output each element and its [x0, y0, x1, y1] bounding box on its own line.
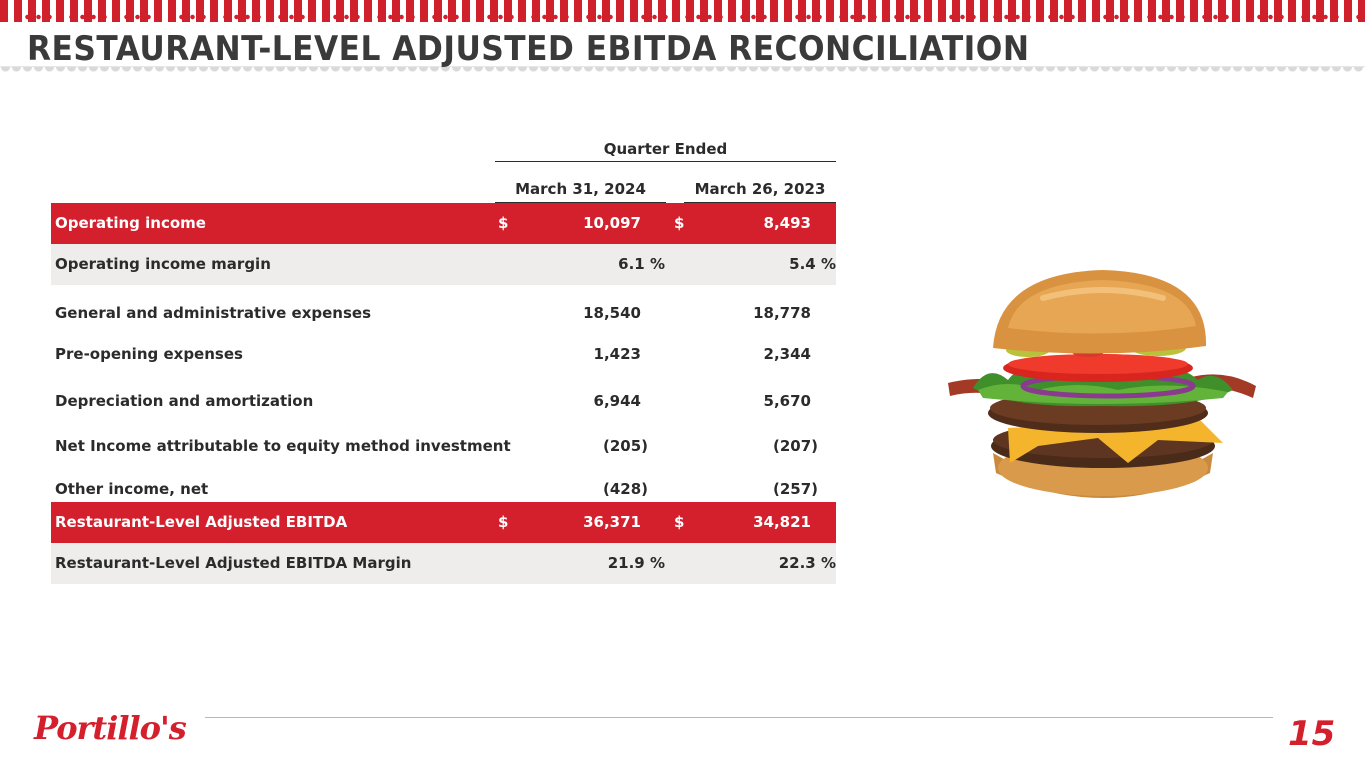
table-row: Other income, net (428) (257) [51, 469, 836, 510]
value-2024: (428) [602, 480, 648, 498]
table-row: Pre-opening expenses 1,423 2,344 [51, 334, 836, 375]
row-label: Pre-opening expenses [55, 345, 243, 363]
value-2024: 1,423 [593, 345, 641, 363]
value-2023: 22.3 % [778, 554, 836, 572]
value-2024: (205) [602, 437, 648, 455]
value-2024: 10,097 [583, 214, 641, 232]
column-header-2024: March 31, 2024 [495, 178, 666, 203]
value-2024: 21.9 % [607, 554, 665, 572]
table-row: Restaurant-Level Adjusted EBITDA $ 36,37… [51, 502, 836, 543]
value-2024: 6.1 % [618, 255, 665, 273]
value-2023: (207) [772, 437, 818, 455]
row-label: Depreciation and amortization [55, 392, 314, 410]
column-header-2023: March 26, 2023 [684, 178, 836, 203]
dollar-sign: $ [498, 214, 509, 232]
value-2023: (257) [772, 480, 818, 498]
dollar-sign: $ [498, 513, 509, 531]
dollar-sign: $ [674, 214, 685, 232]
value-2023: 18,778 [753, 304, 811, 322]
title-band [0, 22, 1365, 74]
table-row: Operating income $ 10,097 $ 8,493 [51, 203, 836, 244]
value-2023: 5,670 [763, 392, 811, 410]
row-label: Restaurant-Level Adjusted EBITDA [55, 513, 348, 531]
value-2024: 36,371 [583, 513, 641, 531]
row-label: Operating income margin [55, 255, 271, 273]
table-row: General and administrative expenses 18,5… [51, 293, 836, 334]
row-label: Net Income attributable to equity method… [55, 437, 511, 455]
page-title: RESTAURANT-LEVEL ADJUSTED EBITDA RECONCI… [27, 29, 1030, 69]
value-2024: 18,540 [583, 304, 641, 322]
value-2024: 6,944 [593, 392, 641, 410]
table-row: Restaurant-Level Adjusted EBITDA Margin … [51, 543, 836, 584]
portillos-logo: Portillo's [34, 709, 187, 747]
table-row: Operating income margin 6.1 % 5.4 % [51, 244, 836, 285]
burger-image [948, 270, 1256, 498]
title-underline [0, 66, 1365, 80]
row-label: General and administrative expenses [55, 304, 372, 322]
table-row: Net Income attributable to equity method… [51, 426, 836, 467]
value-2023: 2,344 [763, 345, 811, 363]
row-label: Other income, net [55, 480, 209, 498]
top-decorative-dots [0, 12, 1365, 22]
page-number: 15 [1288, 714, 1336, 754]
value-2023: 34,821 [753, 513, 811, 531]
footer-divider [205, 717, 1273, 718]
row-label: Restaurant-Level Adjusted EBITDA Margin [55, 554, 412, 572]
value-2023: 5.4 % [789, 255, 836, 273]
value-2023: 8,493 [763, 214, 811, 232]
period-header: Quarter Ended [495, 138, 836, 162]
dollar-sign: $ [674, 513, 685, 531]
table-row: Depreciation and amortization 6,944 5,67… [51, 381, 836, 422]
row-label: Operating income [55, 214, 206, 232]
